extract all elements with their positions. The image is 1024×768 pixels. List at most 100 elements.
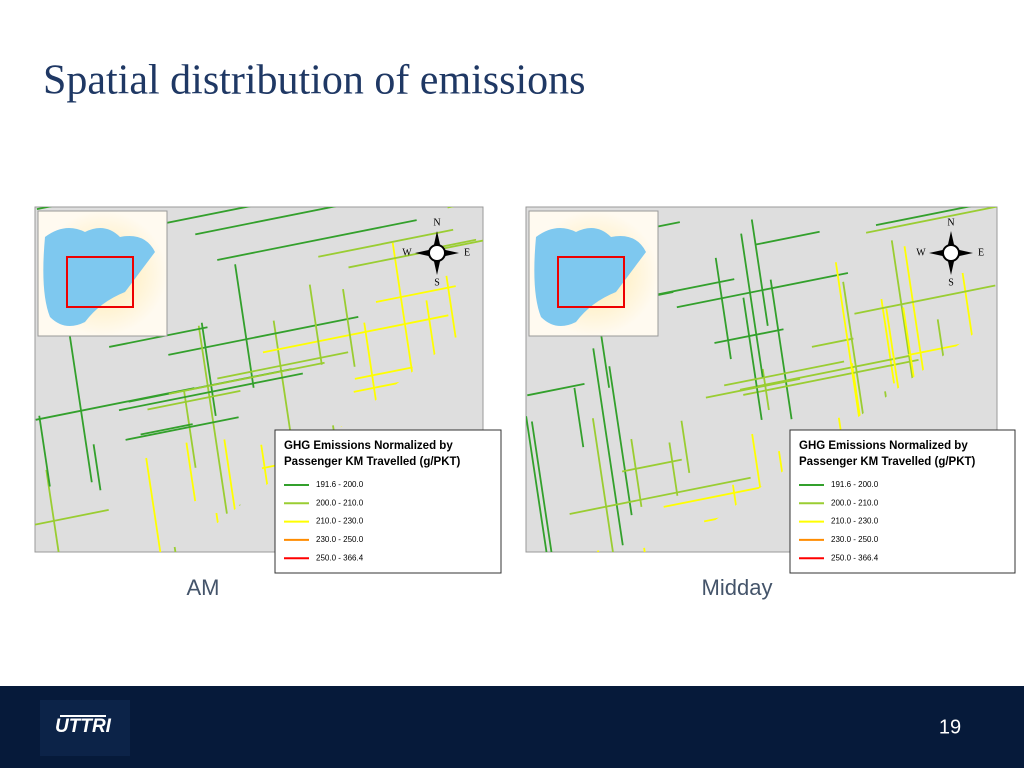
compass-label: W [916, 247, 926, 258]
road-segment [227, 591, 232, 595]
road [630, 438, 643, 507]
road [530, 421, 555, 552]
road-segment [284, 583, 291, 589]
road-segment [742, 566, 748, 571]
road-segment [727, 554, 732, 560]
road [147, 390, 241, 411]
road-segment [508, 427, 513, 433]
road-segment [518, 420, 523, 426]
road-segment [821, 574, 828, 583]
road-segment [242, 574, 248, 582]
road [526, 416, 556, 552]
road-segment [513, 403, 522, 410]
road [183, 390, 197, 468]
road-segment [296, 586, 301, 590]
road-segment [761, 608, 770, 615]
inset-region [43, 228, 156, 326]
road [592, 348, 624, 546]
legend-label: 191.6 - 200.0 [831, 480, 879, 489]
road [811, 337, 854, 348]
road-segment [1003, 400, 1009, 407]
road-segment [488, 394, 493, 400]
road [705, 377, 801, 399]
legend-label: 250.0 - 366.4 [831, 553, 879, 562]
map-caption: AM [187, 575, 220, 600]
road-segment [742, 615, 749, 624]
road [36, 207, 92, 211]
road [573, 387, 585, 448]
road-segment [337, 578, 342, 584]
road-segment [751, 605, 756, 609]
road [875, 207, 972, 227]
road-segment [999, 419, 1004, 425]
road-segment [251, 643, 257, 651]
road-segment [501, 425, 508, 431]
road [447, 207, 483, 209]
road-segment [297, 589, 304, 598]
road-segment [232, 600, 236, 604]
road-segment [250, 626, 255, 632]
road-segment [199, 560, 203, 565]
road [621, 458, 682, 473]
road-segment [716, 564, 723, 569]
road-segment [341, 575, 346, 579]
road [761, 368, 770, 411]
road-segment [208, 562, 216, 569]
road [375, 285, 456, 303]
road [45, 469, 71, 552]
road [197, 325, 228, 514]
road-segment [275, 601, 282, 606]
road [854, 284, 996, 315]
road-segment [503, 397, 511, 403]
road-segment [696, 583, 701, 587]
road-segment [506, 433, 513, 439]
road [714, 257, 732, 360]
road-segment [1006, 420, 1014, 427]
road [742, 297, 763, 421]
road-segment [210, 565, 216, 573]
legend-title: GHG Emissions Normalized by [284, 440, 453, 452]
road-segment [262, 556, 268, 561]
map: N S W E GHG Emissions Normalized by Passenger… [525, 206, 1020, 628]
road-segment [695, 554, 701, 559]
road-segment [275, 600, 284, 607]
road [217, 351, 349, 380]
compass-label: E [464, 247, 470, 258]
road-segment [256, 571, 260, 575]
slide-title: Spatial distribution of emissions [43, 58, 586, 104]
road-segment [997, 340, 1002, 346]
road [755, 230, 820, 246]
road [608, 366, 633, 516]
road [185, 442, 197, 502]
road-segment [248, 570, 252, 574]
inset-region [534, 228, 646, 326]
road [35, 509, 109, 526]
legend-label: 200.0 - 210.0 [831, 498, 879, 507]
road-segment [502, 427, 509, 435]
road-segment [771, 622, 778, 628]
legend-title: Passenger KM Travelled (g/PKT) [284, 456, 461, 468]
road-segment [727, 558, 733, 565]
road-segment [503, 423, 510, 429]
road-segment [496, 416, 500, 421]
road-segment [518, 400, 525, 408]
road-segment [725, 607, 732, 615]
road [262, 314, 449, 354]
legend-label: 191.6 - 200.0 [316, 480, 364, 489]
page-number: 19 [939, 716, 961, 738]
road [740, 233, 764, 378]
road-segment [688, 559, 694, 567]
road [38, 415, 51, 487]
road-segment [486, 417, 492, 422]
road [318, 228, 454, 258]
logo: UTTRI [55, 716, 112, 737]
compass-label: E [978, 247, 984, 258]
road-segment [1014, 346, 1020, 354]
road [200, 322, 217, 417]
road [308, 284, 323, 365]
road-segment [292, 590, 300, 597]
road-segment [254, 608, 262, 614]
road-segment [232, 584, 241, 591]
road-segment [247, 608, 254, 616]
road [168, 361, 325, 395]
